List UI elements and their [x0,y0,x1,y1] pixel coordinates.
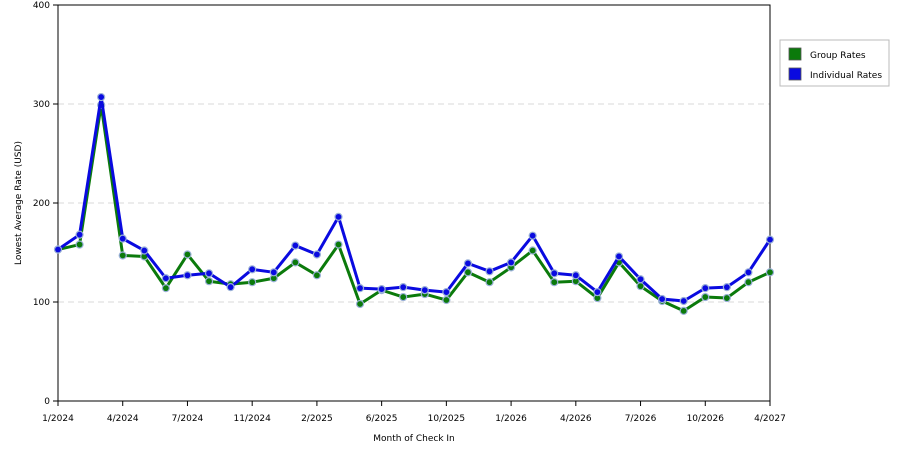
y-axis-title: Lowest Average Rate (USD) [14,141,24,265]
group-rates-point [679,306,688,316]
group-rates-point [485,278,494,287]
individual-rates-line [57,95,772,303]
individual-rates-point [744,268,753,277]
individual-rates-point [75,230,84,239]
group-rates-point [291,258,300,267]
individual-rates-point [485,267,494,276]
grid-lines [58,4,770,303]
group-rates-point [248,278,257,287]
individual-rates-point [140,246,149,255]
group-rates-point [744,278,753,287]
individual-rates-point [442,288,451,297]
group-rates-point [463,268,473,277]
individual-rates-point [722,283,731,292]
individual-rates-point [550,269,559,278]
group-rates-point [528,246,537,255]
y-tick-label: 100 [33,298,50,308]
y-tick-label: 0 [44,397,50,407]
group-rates-point [722,293,731,303]
group-rates-point [399,292,408,302]
group-rates-point [334,240,343,249]
group-rates-point [765,268,775,277]
x-tick-label: 10/2026 [687,414,725,424]
group-rates-point [183,250,192,259]
x-tick-label: 7/2024 [172,414,204,424]
y-tick-label: 300 [33,100,50,110]
individual-rates-point [269,268,278,277]
individual-rates-point [506,258,516,267]
x-tick-label: 7/2026 [625,414,657,424]
individual-rates-point [571,271,580,280]
individual-rates-point [248,265,257,274]
individual-rates-point [420,286,429,295]
legend-label-individual-rates: Individual Rates [810,71,882,81]
group-rates-point [550,278,559,287]
individual-rates-point [183,271,192,280]
individual-rates-point [679,296,688,306]
x-tick-label: 2/2025 [301,414,333,424]
individual-rates-point [636,275,645,284]
x-tick-label: 6/2025 [366,414,398,424]
series-lines [53,92,775,316]
x-tick-label: 1/2026 [495,414,527,424]
individual-rates-point [463,259,473,268]
individual-rates-point [593,288,602,297]
individual-rates-point [204,269,214,278]
individual-rates-point [658,294,667,304]
individual-rates-point [765,235,775,244]
group-rates-point [636,282,645,291]
individual-rates-point [614,252,624,261]
individual-rates-point [291,241,300,250]
individual-rates-point [97,92,106,102]
individual-rates-point [226,283,235,292]
x-axis-title: Month of Check In [373,434,455,444]
legend-label-group-rates: Group Rates [810,51,866,61]
group-rates-point [701,292,710,302]
legend-swatch-individual-rates [788,67,802,81]
individual-rates-point [528,231,537,240]
x-tick-label: 1/2024 [42,414,74,424]
legend-swatch-group-rates [788,47,802,61]
individual-rates-point [161,274,170,283]
x-tick-label: 10/2025 [428,414,465,424]
group-rates-point [118,251,127,260]
x-tick-label: 4/2024 [107,414,139,424]
group-rates-point [442,295,451,305]
individual-rates-point [334,212,343,221]
group-rates-point [161,284,170,293]
individual-rates-point [312,250,322,259]
group-rates-point [355,299,365,309]
individual-rates-point [355,284,365,293]
individual-rates-point [399,283,408,292]
legend: Group Rates Individual Rates [779,39,890,87]
axes: 0 100 200 300 400 1/2024 4/2024 7/2024 11/2024 2/… [14,1,786,444]
group-rates-point [204,277,214,286]
group-rates-point [75,240,84,249]
y-tick-label: 200 [33,199,50,209]
group-rates-point [312,271,322,280]
x-tick-label: 4/2027 [754,414,786,424]
x-tick-label: 4/2026 [560,414,592,424]
x-tick-label: 11/2024 [233,414,271,424]
individual-rates-point [377,285,386,294]
individual-rates-point [701,284,710,293]
y-tick-label: 400 [33,1,50,11]
individual-rates-point [53,245,63,254]
group-rates-line [57,103,771,313]
individual-rates-point [118,234,127,243]
